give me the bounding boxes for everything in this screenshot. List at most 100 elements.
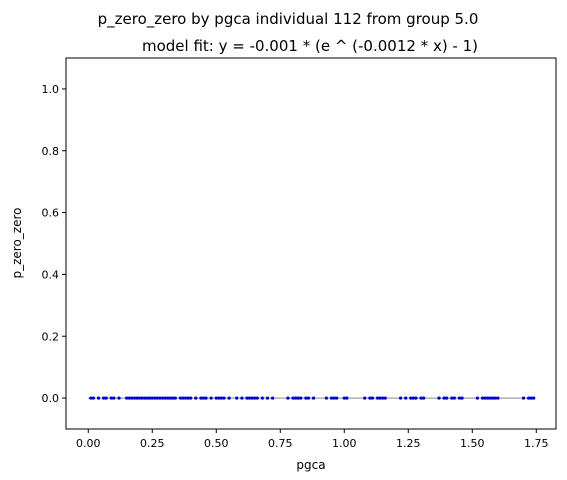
data-point xyxy=(194,396,198,400)
data-point xyxy=(457,396,462,400)
data-point xyxy=(529,396,533,400)
data-point xyxy=(419,396,423,400)
chart-title: p_zero_zero by pgca individual 112 from … xyxy=(98,10,479,29)
data-point xyxy=(299,396,303,400)
data-point xyxy=(324,396,328,400)
x-tick-label: 0.50 xyxy=(204,437,229,450)
data-point xyxy=(409,396,413,400)
data-point xyxy=(450,396,454,400)
data-point xyxy=(437,396,441,400)
data-point xyxy=(214,396,218,400)
data-point xyxy=(130,396,134,400)
data-point xyxy=(166,396,170,400)
data-point xyxy=(227,396,231,400)
data-point xyxy=(168,396,172,400)
y-tick-label: 1.0 xyxy=(42,83,60,96)
data-point xyxy=(345,396,349,400)
data-point xyxy=(160,396,165,400)
data-point xyxy=(250,396,254,400)
data-point xyxy=(381,396,385,400)
data-point xyxy=(363,396,367,400)
data-point xyxy=(527,396,531,400)
y-tick-label: 0.6 xyxy=(42,207,60,220)
data-point xyxy=(153,396,157,400)
data-point xyxy=(102,396,106,400)
x-tick-label: 1.75 xyxy=(524,437,549,450)
data-point xyxy=(414,396,418,400)
y-axis-ticks: 0.0 0.2 0.4 0.6 0.8 1.0 xyxy=(42,83,66,405)
y-tick-label: 0.0 xyxy=(42,392,60,405)
data-point xyxy=(199,396,203,400)
data-point xyxy=(183,396,188,400)
data-point xyxy=(245,396,249,400)
data-point xyxy=(329,396,334,400)
data-point xyxy=(219,396,223,400)
data-point xyxy=(306,396,311,400)
x-axis-label: pgca xyxy=(296,458,325,472)
data-point xyxy=(253,396,257,400)
data-point xyxy=(460,396,464,400)
data-point xyxy=(291,396,295,400)
data-point xyxy=(260,396,264,400)
data-point xyxy=(148,396,152,400)
data-point xyxy=(145,396,149,400)
data-point xyxy=(311,396,316,400)
data-point xyxy=(209,396,213,400)
data-point xyxy=(370,396,375,400)
data-points xyxy=(89,396,536,400)
data-point xyxy=(173,396,177,400)
y-tick-label: 0.8 xyxy=(42,145,60,158)
data-point xyxy=(201,396,206,400)
data-point xyxy=(117,396,121,400)
data-point xyxy=(255,396,259,400)
data-point xyxy=(270,396,275,400)
data-point xyxy=(422,396,426,400)
data-point xyxy=(158,396,162,400)
data-point xyxy=(445,396,449,400)
data-point xyxy=(217,396,221,400)
x-tick-label: 0.00 xyxy=(76,437,101,450)
data-point xyxy=(375,396,380,400)
x-axis-ticks: 0.00 0.25 0.50 0.75 1.00 1.25 1.50 1.75 xyxy=(76,429,549,450)
data-point xyxy=(89,396,93,400)
data-point xyxy=(178,396,183,400)
x-tick-label: 0.25 xyxy=(140,437,165,450)
data-point xyxy=(475,396,480,400)
data-point xyxy=(399,396,403,400)
data-point xyxy=(96,396,101,400)
x-tick-label: 1.00 xyxy=(332,437,357,450)
data-point xyxy=(483,396,487,400)
data-point xyxy=(532,396,536,400)
data-point xyxy=(286,396,290,400)
data-point xyxy=(222,396,226,400)
data-point xyxy=(442,396,446,400)
x-tick-label: 0.75 xyxy=(268,437,293,450)
plot-frame xyxy=(65,57,557,430)
data-point xyxy=(150,396,154,400)
data-point xyxy=(125,396,129,400)
data-point xyxy=(137,396,142,400)
data-point xyxy=(342,396,346,400)
data-point xyxy=(186,396,190,400)
data-point xyxy=(383,396,387,400)
data-point xyxy=(335,396,339,400)
data-point xyxy=(332,396,336,400)
data-point xyxy=(488,396,492,400)
data-point xyxy=(491,396,495,400)
data-point xyxy=(204,396,208,400)
data-point xyxy=(142,396,147,400)
data-point xyxy=(127,396,131,400)
data-point xyxy=(163,396,167,400)
data-point xyxy=(496,396,500,400)
y-axis-label: p_zero_zero xyxy=(10,207,24,278)
data-point xyxy=(368,396,372,400)
data-point xyxy=(181,396,185,400)
data-point xyxy=(235,396,239,400)
data-point xyxy=(132,396,136,400)
x-tick-label: 1.50 xyxy=(460,437,485,450)
data-point xyxy=(404,396,408,400)
data-point xyxy=(378,396,382,400)
data-point xyxy=(296,396,300,400)
data-point xyxy=(91,396,95,400)
